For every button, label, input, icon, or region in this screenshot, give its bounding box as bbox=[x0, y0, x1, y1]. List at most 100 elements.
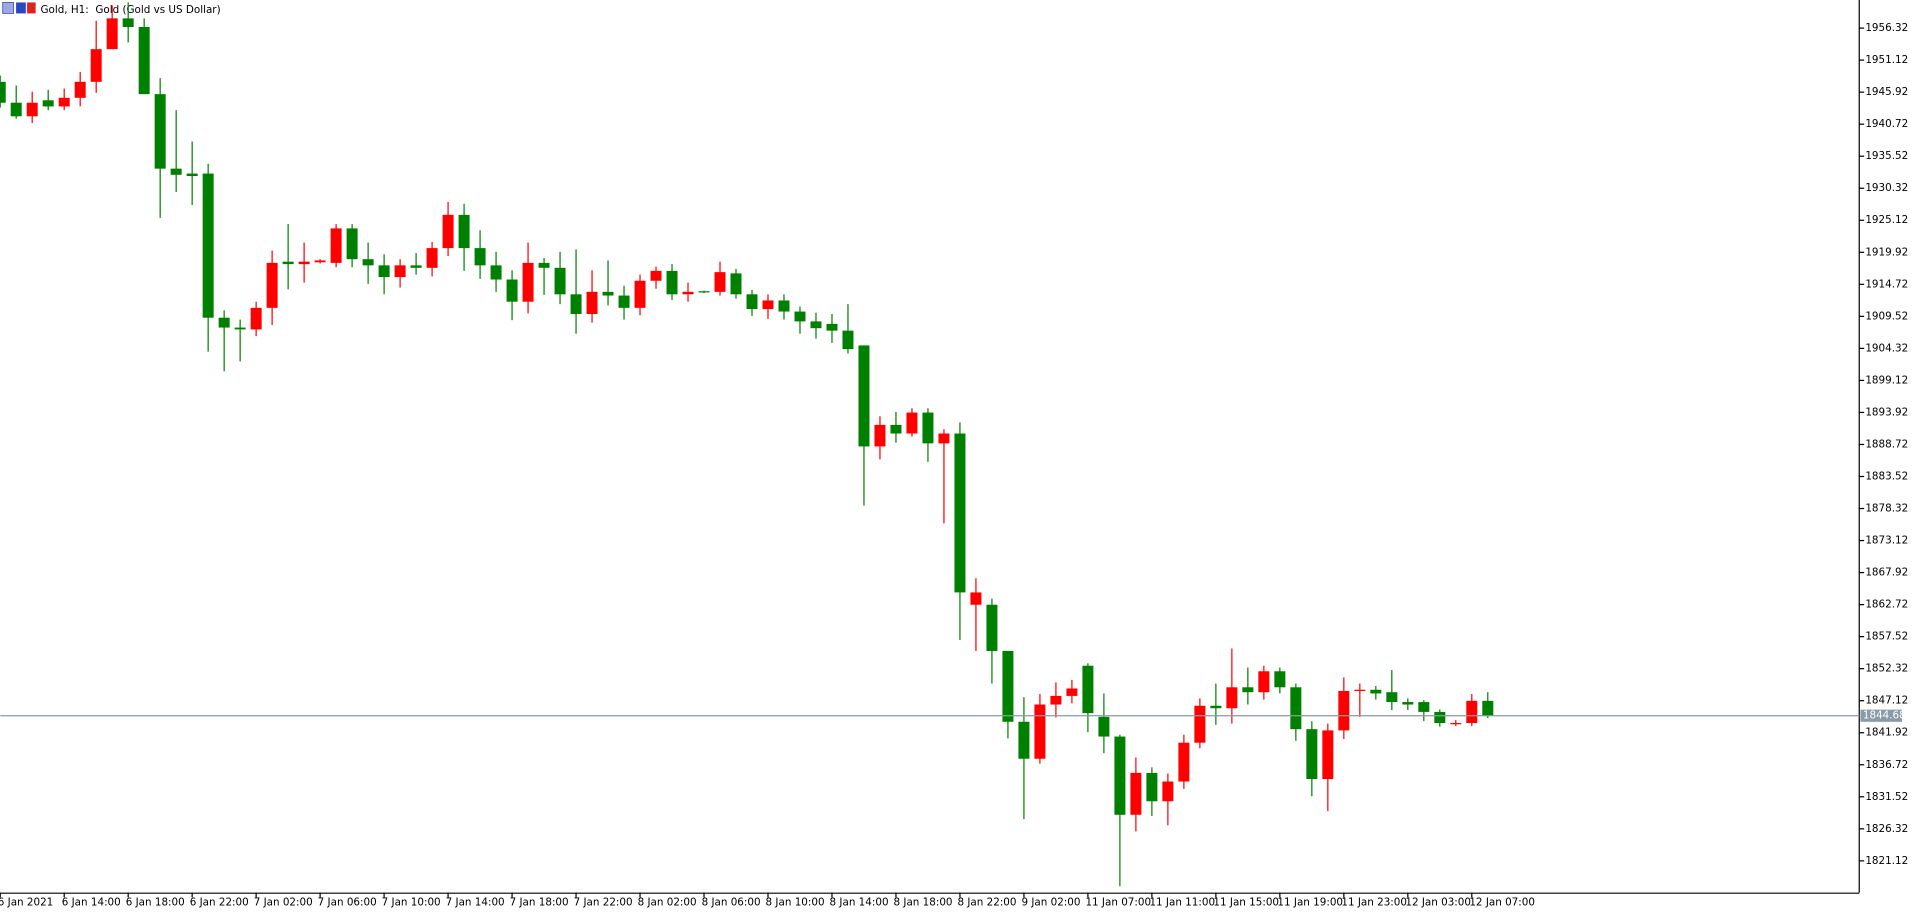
y-tick-label: 1951.12 bbox=[1865, 54, 1908, 66]
candle-body bbox=[874, 424, 886, 447]
candle-body bbox=[90, 49, 102, 82]
y-tick-label: 1909.52 bbox=[1865, 310, 1908, 322]
candle-body bbox=[0, 81, 6, 103]
candle-body bbox=[234, 327, 246, 330]
icon[interactable] bbox=[16, 2, 26, 14]
candle-body bbox=[1178, 742, 1190, 782]
candle-body bbox=[426, 248, 438, 268]
x-tick-label: 11 Jan 19:00 bbox=[1277, 896, 1343, 908]
y-tick-label: 1919.92 bbox=[1865, 246, 1908, 258]
y-tick-label: 1847.12 bbox=[1865, 695, 1908, 707]
candle-body bbox=[1162, 781, 1174, 802]
y-tick-label: 1893.92 bbox=[1865, 406, 1908, 418]
current-price-box bbox=[1860, 709, 1902, 722]
y-tick-label: 1852.32 bbox=[1865, 663, 1908, 675]
y-tick-label: 1841.92 bbox=[1865, 727, 1908, 739]
candle-body bbox=[1130, 772, 1142, 815]
x-tick-label: 6 Jan 18:00 bbox=[126, 896, 185, 908]
x-tick-label: 8 Jan 18:00 bbox=[894, 896, 953, 908]
candle-body bbox=[378, 265, 390, 278]
candle-body bbox=[202, 173, 214, 318]
y-tick-label: 1914.72 bbox=[1865, 278, 1908, 290]
candle-body bbox=[906, 412, 918, 434]
candle-body bbox=[778, 300, 790, 312]
candle-body bbox=[250, 307, 262, 330]
candle-body bbox=[1002, 650, 1014, 722]
candle-body bbox=[1450, 723, 1462, 725]
candle-body bbox=[810, 321, 822, 329]
candle-body bbox=[1322, 730, 1334, 780]
y-tick-label: 1836.72 bbox=[1865, 759, 1908, 771]
x-tick-label: 8 Jan 02:00 bbox=[638, 896, 697, 908]
candle-body bbox=[1434, 711, 1446, 724]
candle-body bbox=[1274, 671, 1286, 688]
x-tick-label: 7 Jan 14:00 bbox=[446, 896, 505, 908]
candle-body bbox=[442, 214, 454, 249]
candle-body bbox=[346, 228, 358, 260]
candle-body bbox=[970, 592, 982, 605]
candle-body bbox=[490, 265, 502, 280]
y-tick-label: 1925.12 bbox=[1865, 214, 1908, 226]
candle-body bbox=[762, 300, 774, 310]
candle-body bbox=[1050, 695, 1062, 705]
y-tick-label: 1935.52 bbox=[1865, 150, 1908, 162]
y-tick-label: 1904.32 bbox=[1865, 342, 1908, 354]
x-tick-label: 8 Jan 22:00 bbox=[958, 896, 1017, 908]
candle-body bbox=[842, 330, 854, 350]
candle-body bbox=[410, 265, 422, 268]
candle-body bbox=[698, 291, 710, 293]
candle-body bbox=[186, 173, 198, 177]
candle-body bbox=[586, 291, 598, 315]
candle-body bbox=[954, 433, 966, 593]
icon[interactable] bbox=[27, 2, 36, 14]
candle-body bbox=[1258, 671, 1270, 693]
candle-body bbox=[602, 291, 614, 296]
candle-body bbox=[1146, 772, 1158, 802]
x-tick-label: 7 Jan 10:00 bbox=[382, 896, 441, 908]
candle-body bbox=[394, 265, 406, 278]
y-tick-label: 1945.92 bbox=[1865, 86, 1908, 98]
x-tick-label: 11 Jan 15:00 bbox=[1213, 896, 1279, 908]
candle-body bbox=[650, 270, 662, 281]
x-tick-label: 8 Jan 14:00 bbox=[830, 896, 889, 908]
y-tick-label: 1873.12 bbox=[1865, 535, 1908, 547]
candle-body bbox=[362, 259, 374, 266]
symbol-icons[interactable] bbox=[2, 2, 36, 14]
icon[interactable] bbox=[2, 2, 15, 14]
candle-body bbox=[922, 412, 934, 444]
current-price-label: 1844.68 bbox=[1863, 710, 1906, 722]
candle-body bbox=[330, 228, 342, 263]
candle-body bbox=[314, 260, 326, 263]
x-tick-label: 7 Jan 22:00 bbox=[574, 896, 633, 908]
x-tick-label: 9 Jan 02:00 bbox=[1021, 896, 1080, 908]
candle-body bbox=[1370, 689, 1382, 694]
candle-body bbox=[74, 81, 86, 98]
y-tick-label: 1878.32 bbox=[1865, 503, 1908, 515]
candle-body bbox=[122, 18, 134, 27]
candle-body bbox=[1194, 705, 1206, 743]
candle-body bbox=[138, 26, 150, 95]
candle-body bbox=[1482, 700, 1494, 716]
candle-body bbox=[266, 262, 278, 308]
y-tick-label: 1867.92 bbox=[1865, 567, 1908, 579]
candle-body bbox=[938, 433, 950, 444]
candle-body bbox=[1354, 689, 1366, 691]
candle-body bbox=[58, 97, 70, 107]
candle-body bbox=[298, 261, 310, 265]
candle-body bbox=[474, 248, 486, 266]
candle-body bbox=[10, 102, 22, 117]
candle-body bbox=[1066, 688, 1078, 696]
candle-body bbox=[890, 424, 902, 434]
candle-body bbox=[154, 94, 166, 169]
candle-body bbox=[26, 102, 38, 117]
candle-body bbox=[794, 311, 806, 322]
candle-body bbox=[1114, 736, 1126, 815]
y-tick-label: 1899.12 bbox=[1865, 374, 1908, 386]
x-tick-label: 12 Jan 07:00 bbox=[1469, 896, 1535, 908]
x-tick-label: 6 Jan 22:00 bbox=[190, 896, 249, 908]
x-tick-label: 7 Jan 18:00 bbox=[510, 896, 569, 908]
candle-body bbox=[218, 317, 230, 328]
candle-body bbox=[1210, 705, 1222, 709]
candle-body bbox=[522, 262, 534, 302]
